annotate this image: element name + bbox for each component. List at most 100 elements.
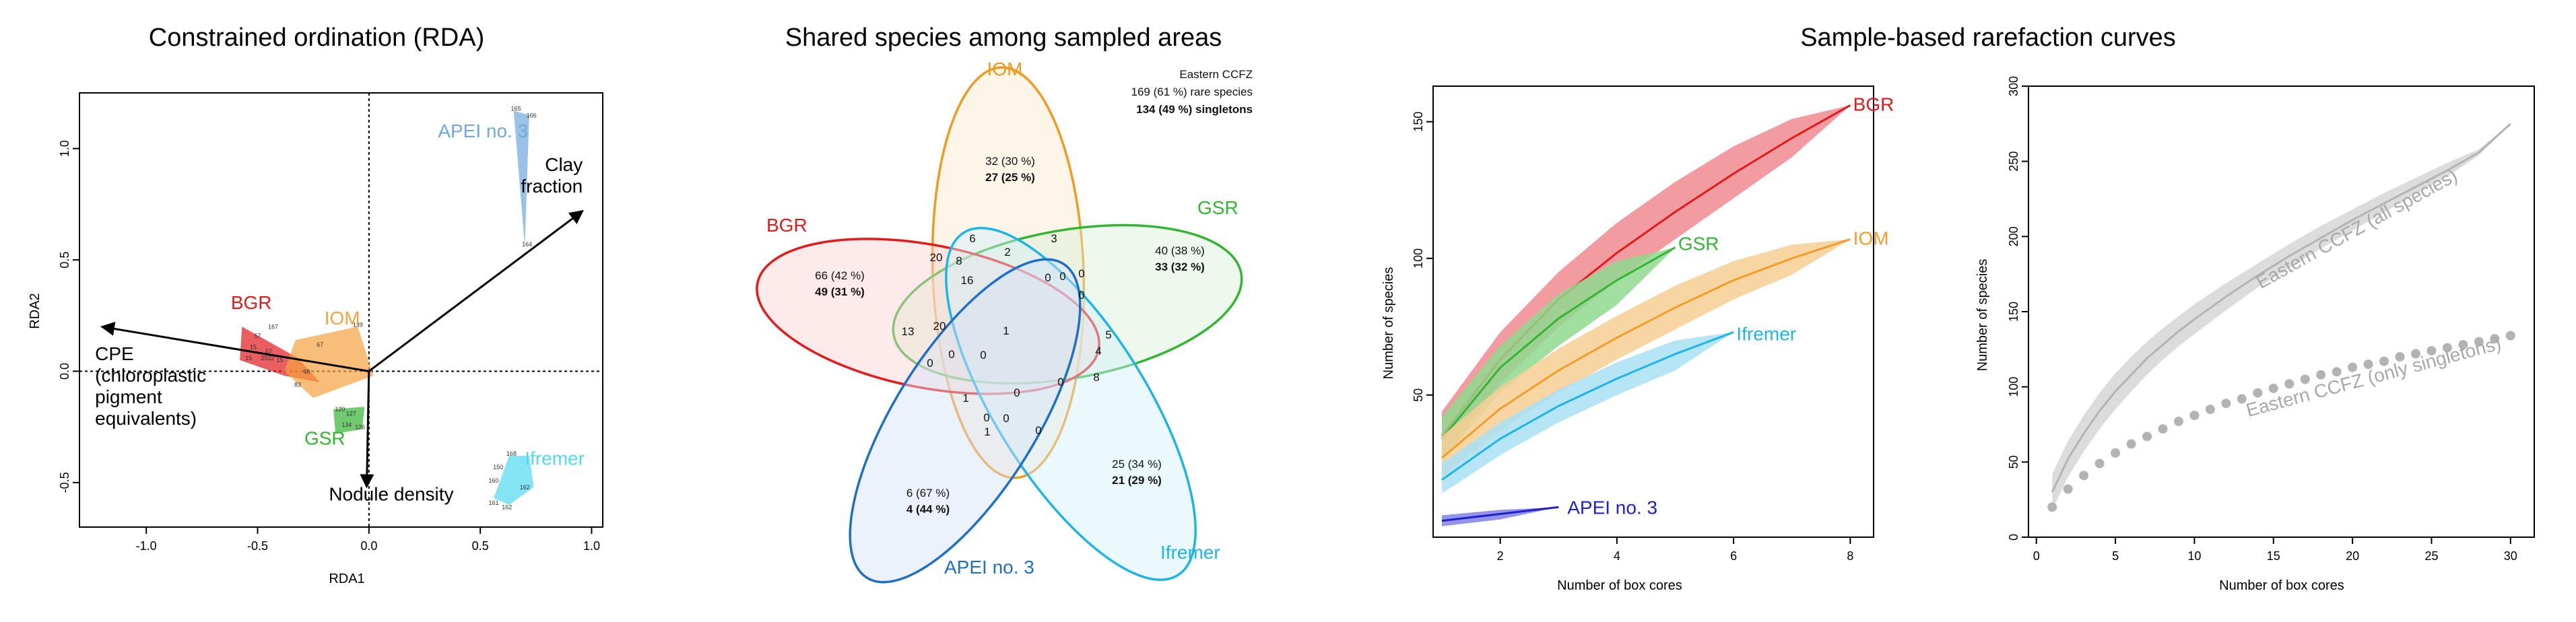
- rarefaction-total-x-tick-label-2: 10: [2187, 549, 2201, 563]
- rarefaction-total-point-1-17: [2316, 370, 2326, 380]
- venn-intersection-count-8: 0: [1078, 267, 1084, 280]
- rda-hull-4: [493, 456, 534, 505]
- rda-site-label-0-4: 15: [245, 355, 252, 361]
- rda-site-label-3-2: 164: [522, 241, 532, 248]
- venn-ellipse-apei: [849, 258, 1082, 584]
- rarefaction-areas-band-0: [1441, 105, 1851, 458]
- venn-intersection-count-14: 4: [1095, 345, 1101, 357]
- rda-site-label-4-4: 161: [488, 499, 498, 506]
- rarefaction-total-x-tick-label-1: 5: [2112, 549, 2119, 563]
- rarefaction-total-y-axis-label: Number of species: [1975, 259, 1990, 372]
- rarefaction-total-series-label-0: Eastern CCFZ (all species): [2253, 165, 2461, 293]
- rda-vector-0: [368, 210, 584, 372]
- venn-label-iom: IOM: [987, 59, 1023, 79]
- venn-label-bgr: BGR: [766, 215, 807, 236]
- venn-unique-apei-singletons: 4 (44 %): [906, 503, 950, 516]
- venn-ellipse-gsr: [892, 223, 1243, 385]
- rda-site-label-4-1: 150: [493, 464, 503, 471]
- rda-y-tick-label-1: 0.0: [58, 363, 71, 380]
- rda-y-axis-label: RDA2: [28, 293, 42, 329]
- rda-hull-3: [513, 110, 529, 247]
- venn-intersection-count-3: 20: [930, 251, 943, 264]
- rda-vector-label-1-3: equivalents): [95, 408, 197, 429]
- rda-group-label-4: Ifremer: [525, 448, 585, 469]
- venn-intersection-count-7: 0: [1059, 270, 1065, 283]
- rda-y-tick-label-3: 1.0: [58, 140, 71, 157]
- rarefaction-total-point-1-27: [2474, 337, 2484, 347]
- rda-x-tick-label-4: 1.0: [583, 539, 600, 553]
- rarefaction-total-x-tick-label-5: 25: [2424, 549, 2438, 563]
- rda-x-axis-label: RDA1: [329, 572, 364, 586]
- rarefaction-total-y-tick-label-3: 150: [2007, 302, 2020, 322]
- rarefaction-total-point-1-21: [2379, 356, 2389, 366]
- rda-site-label-2-1: 127: [346, 411, 356, 417]
- rarefaction-areas-y-axis-label: Number of species: [1381, 267, 1396, 380]
- rarefaction-areas-series-label-1: GSR: [1678, 234, 1719, 254]
- rda-plot-area: -1.0 -0.5 0.0 0.5 1.0 -0.5 0.0 0.5 1.0 167 57 15 57 1…: [58, 92, 603, 553]
- venn-intersection-count-13: 5: [1105, 329, 1111, 341]
- venn-intersection-count-0: 6: [969, 232, 975, 245]
- venn-unique-iom-total: 32 (30 %): [985, 155, 1035, 168]
- rda-site-label-3-0: 165: [511, 105, 521, 112]
- rda-site-label-0-6: 25: [261, 355, 267, 361]
- rarefaction-total-point-1-11: [2221, 399, 2231, 409]
- rarefaction-areas-series-label-2: IOM: [1853, 228, 1889, 249]
- rarefaction-total-point-1-10: [2205, 405, 2215, 415]
- rarefaction-total-point-1-15: [2284, 379, 2294, 389]
- rarefaction-total-point-1-22: [2395, 352, 2405, 361]
- rda-x-tick-label-3: 0.5: [472, 539, 489, 553]
- rda-x-tick-label-1: -0.5: [247, 539, 268, 553]
- venn-intersection-count-22: 0: [983, 411, 989, 424]
- rarefaction-total-line-0: [2051, 123, 2511, 493]
- rarefaction-areas-band-1: [1441, 247, 1676, 461]
- rarefaction-total-point-1-8: [2173, 417, 2183, 427]
- rarefaction-total-point-1-7: [2158, 424, 2168, 434]
- rda-vector-label-1-2: pigment: [95, 386, 162, 407]
- rda-site-label-4-2: 160: [488, 477, 498, 484]
- rarefaction-total-plot-frame: [2028, 85, 2535, 538]
- venn-intersection-count-18: 8: [1093, 371, 1099, 384]
- rarefaction-total-point-1-4: [2111, 448, 2121, 458]
- venn-unique-apei-total: 6 (67 %): [906, 487, 950, 499]
- rarefaction-total-y-tick-label-4: 200: [2007, 226, 2020, 246]
- rda-site-label-0-7: 22: [267, 355, 274, 361]
- rda-site-label-3-1: 166: [527, 112, 537, 118]
- rarefaction-total-x-tick-label-3: 15: [2267, 549, 2280, 563]
- rarefaction-total-point-1-26: [2458, 340, 2468, 350]
- rarefaction-total-point-1-14: [2268, 383, 2278, 393]
- rarefaction-total-series-label-1: Eastern CCFZ (only singletons): [2244, 333, 2503, 421]
- rda-site-label-0-3: 57: [265, 348, 272, 355]
- rarefaction-areas-y-tick-label-2: 150: [1412, 112, 1425, 132]
- rda-vector-1: [100, 322, 370, 372]
- rda-plot-frame: [79, 92, 603, 528]
- rarefaction-total-point-1-1: [2063, 484, 2073, 494]
- rarefaction-total-point-1-25: [2442, 343, 2452, 353]
- rda-group-label-2: GSR: [304, 428, 345, 449]
- rarefaction-areas-y-tick-label-1: 100: [1412, 248, 1425, 269]
- rarefaction-total-point-1-3: [2094, 458, 2105, 469]
- rarefaction-total-point-1-19: [2348, 362, 2358, 372]
- rarefaction-total-point-1-12: [2237, 394, 2247, 404]
- venn-intersection-count-12: 1: [1003, 324, 1009, 337]
- venn-unique-gsr-singletons: 33 (32 %): [1155, 261, 1205, 273]
- rda-site-label-0-5: 15: [277, 357, 284, 364]
- venn-intersection-count-10: 0: [980, 349, 986, 361]
- rarefaction-total-point-1-28: [2490, 334, 2500, 344]
- rda-site-label-1-2: 68: [303, 368, 310, 375]
- venn-intersection-count-19: 1: [962, 392, 968, 405]
- rarefaction-title: Sample-based rarefaction curves: [1800, 24, 2176, 52]
- venn-intersection-count-17: 0: [927, 357, 933, 370]
- rarefaction-areas-plot-frame: [1432, 85, 1874, 538]
- rda-site-label-1-1: 67: [317, 341, 323, 348]
- rarefaction-total-point-1-6: [2142, 431, 2152, 442]
- rda-hull-2: [333, 407, 365, 434]
- venn-intersection-count-20: 0: [1014, 386, 1020, 399]
- venn-intersection-count-11: 13: [902, 325, 915, 338]
- venn-label-ifremer: Ifremer: [1160, 542, 1220, 563]
- rda-vector-label-2-0: Nodule density: [329, 483, 453, 504]
- rarefaction-total-point-1-0: [2047, 502, 2057, 512]
- rarefaction-total-point-1-24: [2426, 346, 2437, 356]
